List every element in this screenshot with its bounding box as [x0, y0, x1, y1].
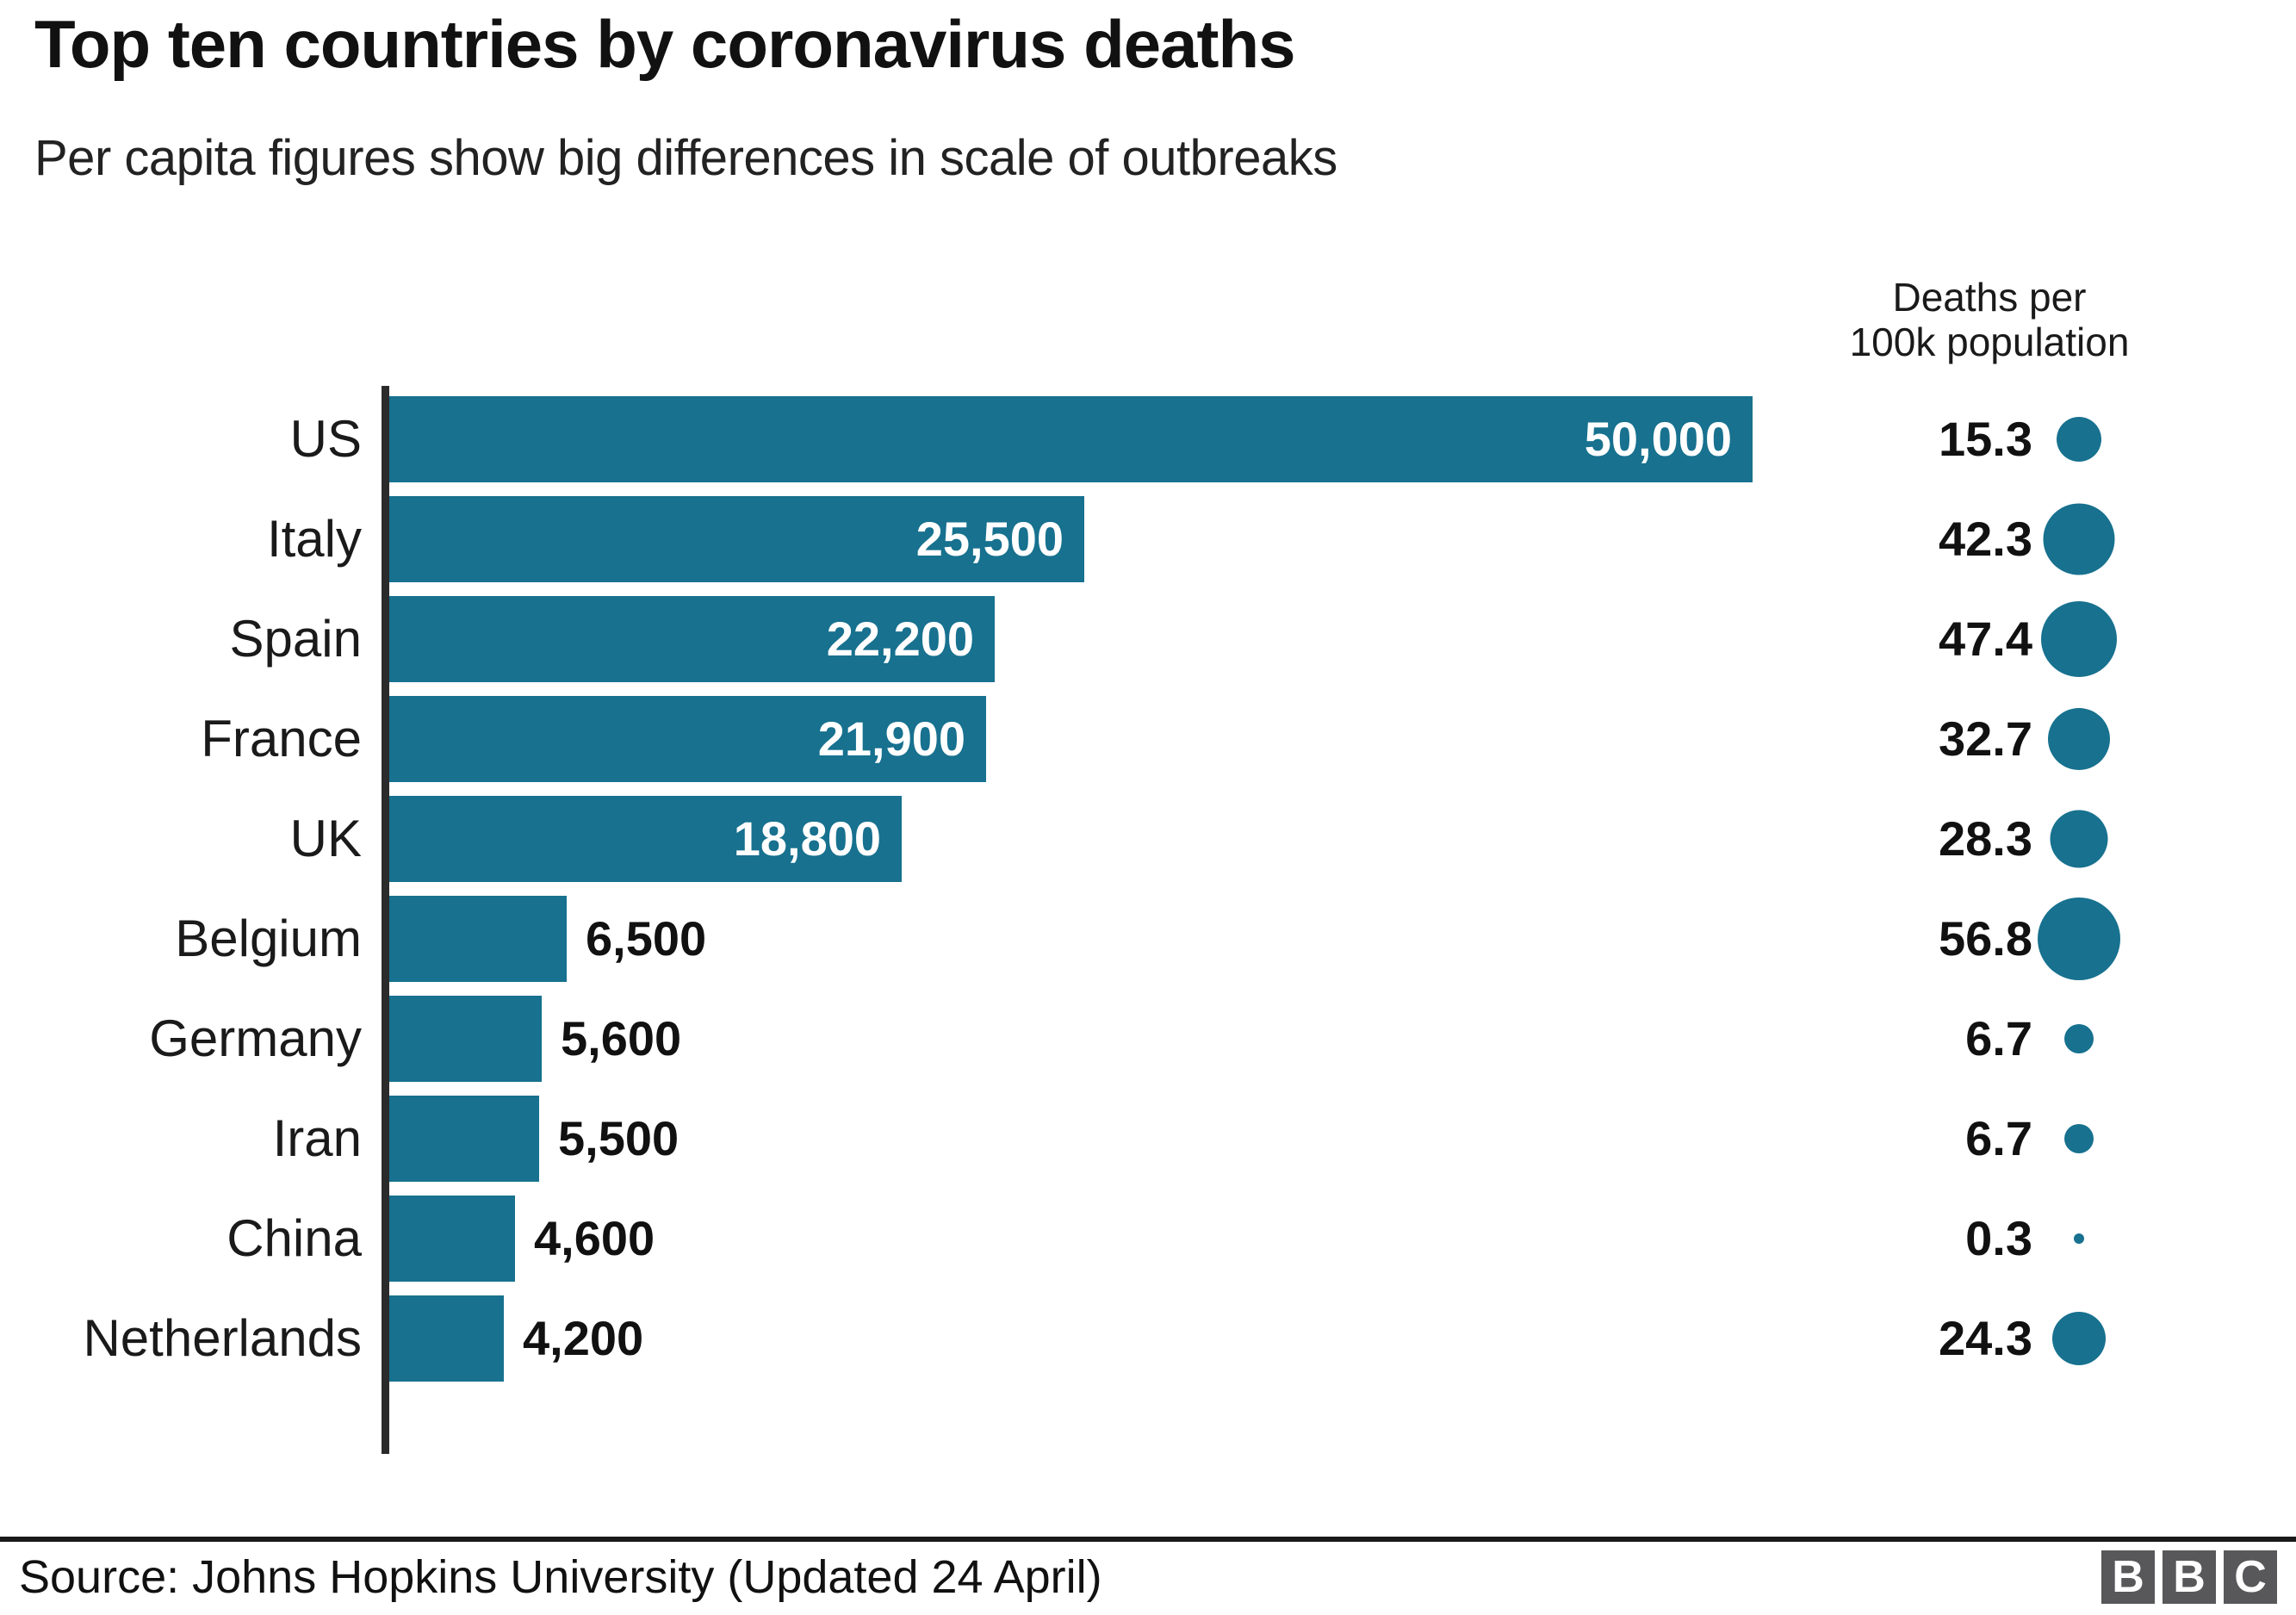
per-capita-bubble — [2052, 1312, 2106, 1365]
per-capita-bubble-cell — [2038, 596, 2120, 682]
footer-divider — [0, 1537, 2296, 1542]
chart-row: Germany 5,600 6.7 — [0, 996, 2296, 1082]
per-capita-bubble-cell — [2038, 496, 2120, 582]
bar-value-label: 50,000 — [1584, 412, 1732, 466]
source-note: Source: Johns Hopkins University (Update… — [19, 1551, 1102, 1603]
bar — [389, 796, 902, 882]
bar-value-label: 4,600 — [534, 1211, 655, 1265]
per-capita-bubble-cell — [2038, 1196, 2120, 1282]
legend-header-line2: 100k population — [1849, 319, 2130, 364]
bar — [389, 1196, 515, 1282]
per-capita-value: 42.3 — [1939, 512, 2032, 566]
bar-value-label: 25,500 — [915, 512, 1064, 566]
y-axis-line — [382, 386, 389, 1454]
bbc-logo-letter-1: B — [2101, 1550, 2155, 1604]
per-capita-bubble — [2064, 1124, 2094, 1153]
chart-row: Iran 5,500 6.7 — [0, 1096, 2296, 1182]
bar-value-label: 22,200 — [826, 612, 974, 666]
chart-row: US 50,000 15.3 — [0, 396, 2296, 482]
chart-row: Belgium 6,500 56.8 — [0, 896, 2296, 982]
per-capita-value: 32.7 — [1939, 711, 2032, 766]
category-label: Germany — [149, 1009, 362, 1067]
per-capita-bubble — [2041, 601, 2117, 677]
bar-value-label: 18,800 — [733, 811, 881, 866]
per-capita-value: 24.3 — [1939, 1311, 2032, 1365]
bar-value-label: 5,600 — [561, 1011, 682, 1065]
chart-row: Netherlands 4,200 24.3 — [0, 1295, 2296, 1382]
bbc-logo: B B C — [2101, 1550, 2277, 1604]
per-capita-bubble-cell — [2038, 1096, 2120, 1182]
per-capita-bubble — [2050, 810, 2108, 868]
per-capita-bubble-cell — [2038, 396, 2120, 482]
per-capita-value: 6.7 — [1965, 1111, 2032, 1165]
chart-row: Spain 22,200 47.4 — [0, 596, 2296, 682]
category-label: Iran — [272, 1109, 362, 1167]
bar-value-label: 6,500 — [586, 911, 707, 966]
bar — [389, 896, 567, 982]
per-capita-value: 56.8 — [1939, 911, 2032, 966]
chart-row: France 21,900 32.7 — [0, 696, 2296, 782]
chart-row: China 4,600 0.3 — [0, 1196, 2296, 1282]
page-title: Top ten countries by coronavirus deaths — [34, 6, 1295, 82]
per-capita-bubble — [2057, 417, 2101, 462]
per-capita-bubble — [2038, 898, 2120, 980]
per-capita-bubble-cell — [2038, 796, 2120, 882]
bbc-logo-letter-3: C — [2224, 1550, 2277, 1604]
per-capita-bubble — [2064, 1024, 2094, 1053]
bar — [389, 496, 1084, 582]
category-label: Netherlands — [83, 1309, 362, 1367]
category-label: US — [289, 410, 362, 468]
per-capita-bubble — [2048, 708, 2110, 770]
per-capita-value: 15.3 — [1939, 412, 2032, 466]
category-label: France — [201, 710, 362, 767]
bar-value-label: 4,200 — [523, 1311, 644, 1365]
bar — [389, 1295, 504, 1382]
category-label: UK — [289, 810, 362, 867]
per-capita-value: 6.7 — [1965, 1011, 2032, 1065]
bbc-logo-letter-2: B — [2163, 1550, 2216, 1604]
per-capita-bubble-cell — [2038, 1295, 2120, 1382]
page-subtitle: Per capita figures show big differences … — [34, 130, 1337, 186]
bar — [389, 696, 986, 782]
bar — [389, 396, 1753, 482]
bar — [389, 1096, 539, 1182]
per-capita-bubble-cell — [2038, 996, 2120, 1082]
legend-header-line1: Deaths per — [1892, 275, 2087, 320]
per-capita-bubble-cell — [2038, 896, 2120, 982]
bar — [389, 596, 995, 682]
per-capita-bubble — [2074, 1233, 2084, 1244]
bar-value-label: 5,500 — [558, 1111, 679, 1165]
chart-row: UK 18,800 28.3 — [0, 796, 2296, 882]
bar — [389, 996, 542, 1082]
per-capita-value: 47.4 — [1939, 612, 2032, 666]
legend-header: Deaths per 100k population — [1783, 275, 2196, 364]
bar-value-label: 21,900 — [817, 711, 965, 766]
category-label: China — [226, 1209, 362, 1267]
per-capita-bubble — [2043, 503, 2115, 575]
category-label: Italy — [266, 510, 362, 568]
per-capita-bubble-cell — [2038, 696, 2120, 782]
chart-row: Italy 25,500 42.3 — [0, 496, 2296, 582]
per-capita-value: 0.3 — [1965, 1211, 2032, 1265]
per-capita-value: 28.3 — [1939, 811, 2032, 866]
category-label: Spain — [229, 610, 362, 668]
category-label: Belgium — [175, 910, 362, 967]
